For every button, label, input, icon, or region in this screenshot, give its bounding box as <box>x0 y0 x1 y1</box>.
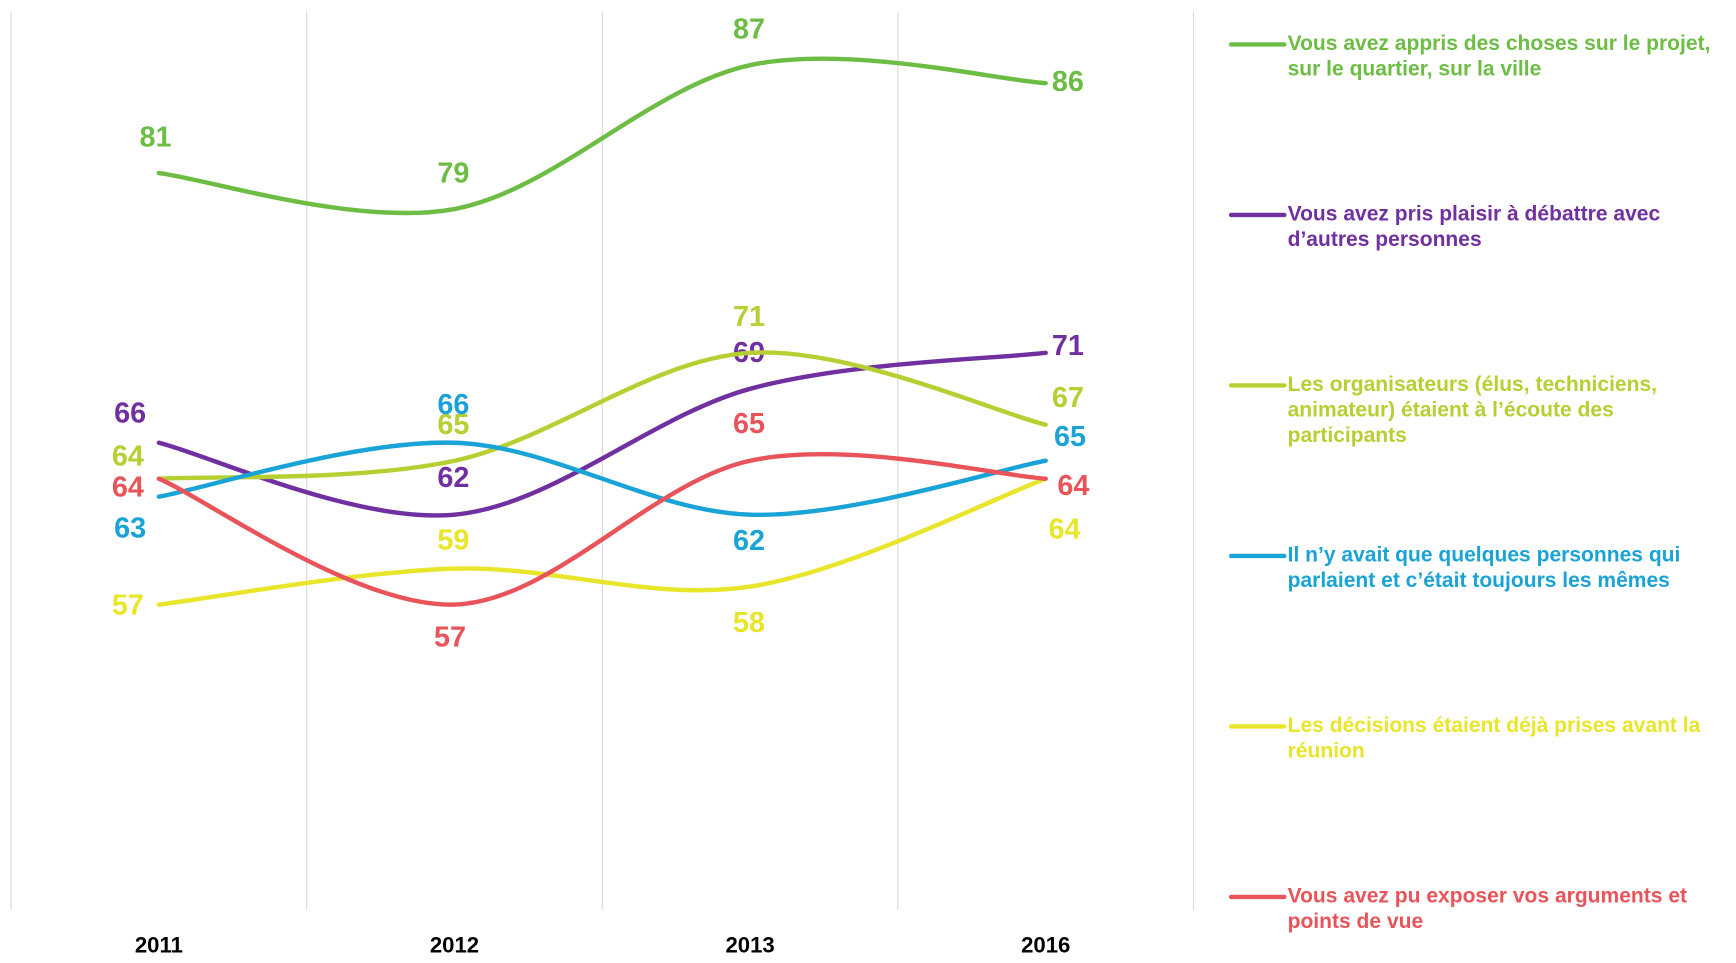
data-label: 79 <box>437 157 469 189</box>
legend-label: Les décisions étaient déjà prises avant … <box>1287 714 1701 763</box>
legend-item: Vous avez pu exposer vos arguments et po… <box>1287 884 1688 934</box>
data-label: 62 <box>437 462 469 494</box>
series-line <box>156 56 1048 216</box>
data-label: 64 <box>1057 470 1089 502</box>
legend-item: Vous avez appris des choses sur le proje… <box>1287 32 1711 81</box>
data-label: 64 <box>112 440 144 472</box>
legend-label: Vous avez appris des choses sur le proje… <box>1287 32 1711 81</box>
data-label: 86 <box>1052 66 1084 98</box>
data-label: 64 <box>1049 513 1081 545</box>
x-tick-label: 2013 <box>725 933 774 958</box>
data-label: 66 <box>437 389 469 421</box>
data-label: 71 <box>1052 330 1084 362</box>
data-label: 81 <box>140 121 172 153</box>
series-line <box>156 350 1048 518</box>
legend-label: Vous avez pris plaisir à débattre avec d… <box>1287 202 1661 252</box>
data-label: 65 <box>437 409 469 441</box>
legend-label: Il n’y avait que quelques personnes qui … <box>1287 543 1681 593</box>
data-label: 64 <box>112 471 144 503</box>
series-line <box>156 350 1048 481</box>
series-line <box>156 440 1048 517</box>
series-line <box>156 476 1048 607</box>
legend-label: Les organisateurs (élus, techniciens, an… <box>1287 373 1658 448</box>
legend-item: Il n’y avait que quelques personnes qui … <box>1287 543 1681 593</box>
data-label: 71 <box>733 301 765 333</box>
data-label: 65 <box>1054 421 1086 453</box>
data-label: 57 <box>112 589 144 621</box>
data-label: 57 <box>434 622 466 654</box>
legend-label: Vous avez pu exposer vos arguments et po… <box>1287 884 1688 934</box>
legend-item: Les décisions étaient déjà prises avant … <box>1287 714 1701 763</box>
series-line <box>156 451 1048 607</box>
data-label: 67 <box>1052 382 1084 414</box>
data-label: 63 <box>114 513 146 545</box>
data-label: 66 <box>114 398 146 430</box>
x-tick-label: 2016 <box>1021 933 1070 958</box>
data-label: 87 <box>733 13 765 45</box>
data-label: 59 <box>437 525 469 557</box>
x-tick-label: 2012 <box>430 933 479 958</box>
data-label: 58 <box>733 607 765 639</box>
legend-item: Vous avez pris plaisir à débattre avec d… <box>1287 202 1661 252</box>
legend-item: Les organisateurs (élus, techniciens, an… <box>1287 373 1658 448</box>
data-label: 62 <box>733 525 765 557</box>
data-label: 65 <box>733 408 765 440</box>
x-tick-label: 2011 <box>135 933 183 958</box>
